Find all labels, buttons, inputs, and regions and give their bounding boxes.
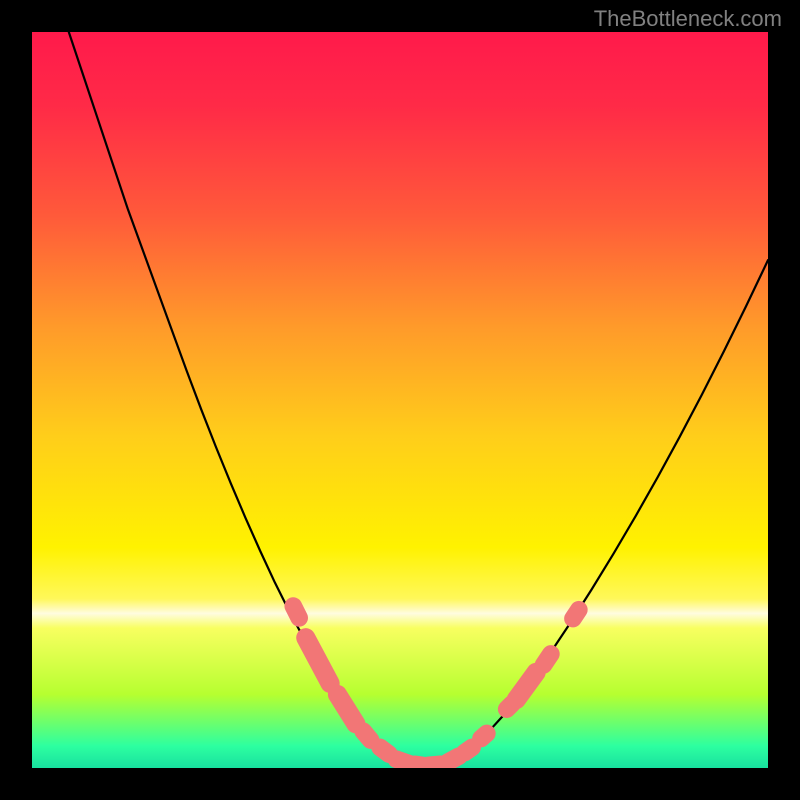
plot-area	[32, 32, 768, 768]
curve-bead	[481, 733, 487, 738]
curve-bead	[573, 610, 579, 619]
curve-bead	[380, 747, 389, 754]
curve-bead	[465, 747, 472, 752]
bottleneck-curve	[69, 32, 768, 766]
curve-layer	[32, 32, 768, 768]
watermark-label: TheBottleneck.com	[594, 6, 782, 32]
curve-bead-group	[293, 606, 579, 765]
curve-bead	[544, 654, 551, 665]
curve-bead	[428, 764, 441, 765]
curve-bead	[516, 672, 536, 699]
curve-bead	[306, 638, 330, 684]
chart-root: TheBottleneck.com	[0, 0, 800, 800]
curve-bead	[337, 694, 355, 723]
curve-bead	[363, 731, 370, 740]
curve-bead	[293, 606, 299, 618]
